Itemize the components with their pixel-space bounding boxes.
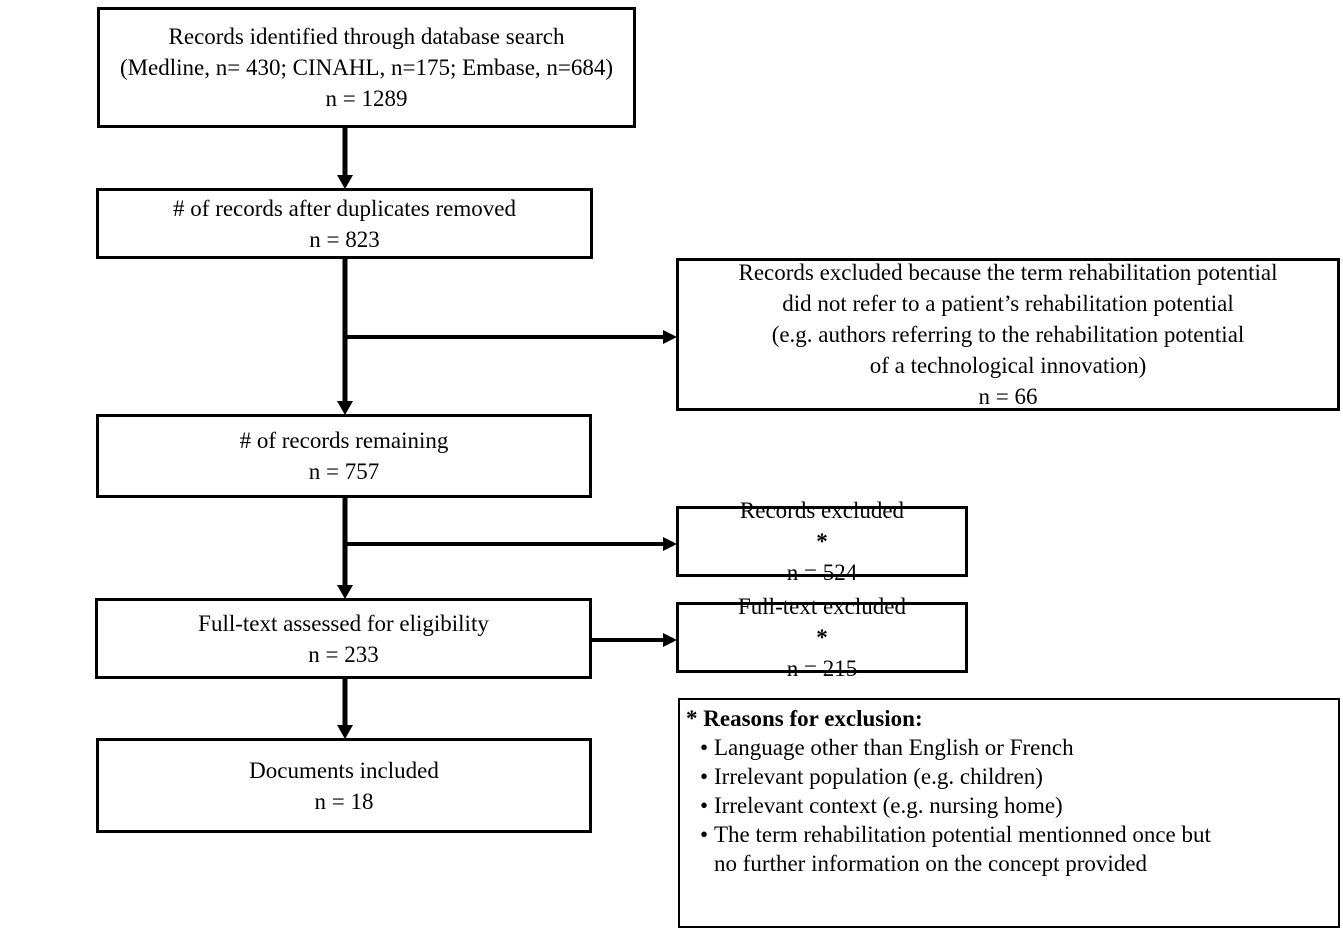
box-excluded-term: Records excluded because the term rehabi… — [676, 258, 1340, 411]
records-remaining-count: n = 757 — [308, 459, 380, 484]
arrowhead-duplicates-to-remaining — [337, 401, 353, 415]
fulltext-excluded-count: n = 215 — [786, 656, 858, 681]
arrowhead-fulltext-excluded — [663, 633, 677, 647]
excluded-term-line3: (e.g. authors referring to the rehabilit… — [771, 322, 1245, 347]
records-excluded-label: Records excluded — [739, 498, 905, 523]
records-identified-count: n = 1289 — [325, 86, 408, 111]
documents-included-count: n = 18 — [314, 788, 374, 814]
reason-text: Irrelevant context (e.g. nursing home) — [714, 793, 1063, 818]
reason-text: Irrelevant population (e.g. children) — [714, 764, 1043, 789]
excluded-term-line1: Records excluded because the term rehabi… — [738, 260, 1278, 285]
reasons-list: Language other than English or French Ir… — [686, 733, 1338, 878]
arrowhead-records-excluded — [663, 537, 677, 551]
box-documents-included: Documents included n = 18 — [96, 738, 592, 833]
records-remaining-title: # of records remaining — [239, 428, 449, 453]
after-duplicates-count: n = 823 — [309, 226, 380, 252]
box-reasons-for-exclusion: * Reasons for exclusion: Language other … — [678, 698, 1340, 928]
after-duplicates-title: # of records after duplicates removed — [173, 195, 516, 221]
box-after-duplicates: # of records after duplicates removed n … — [96, 188, 593, 259]
fulltext-excluded-label: Full-text excluded — [738, 594, 906, 619]
reasons-heading: * Reasons for exclusion: — [686, 706, 923, 731]
arrowhead-identified-to-duplicates — [337, 175, 353, 189]
records-excluded-count: n = 524 — [786, 560, 858, 585]
reason-item: The term rehabilitation potential mentio… — [700, 820, 1338, 878]
arrowhead-remaining-to-fulltext — [337, 585, 353, 599]
fulltext-excluded-marker: * — [816, 625, 828, 650]
reason-item: Irrelevant context (e.g. nursing home) — [700, 791, 1338, 820]
reason-text: Language other than English or French — [714, 735, 1074, 760]
reason-text-continuation: no further information on the concept pr… — [714, 851, 1148, 876]
excluded-term-count: n = 66 — [978, 384, 1038, 409]
excluded-term-line4: of a technological innovation) — [869, 353, 1147, 378]
box-records-remaining: # of records remaining n = 757 — [96, 414, 592, 498]
fulltext-assessed-count: n = 233 — [308, 641, 379, 667]
reason-text: The term rehabilitation potential mentio… — [714, 822, 1211, 847]
box-records-excluded: Records excluded * n = 524 — [676, 498, 968, 585]
box-records-identified: Records identified through database sear… — [97, 7, 636, 128]
records-excluded-marker: * — [816, 529, 828, 554]
box-fulltext-assessed: Full-text assessed for eligibility n = 2… — [95, 598, 592, 679]
box-fulltext-excluded: Full-text excluded * n = 215 — [676, 594, 968, 681]
arrowhead-fulltext-to-included — [337, 725, 353, 739]
reason-item: Language other than English or French — [700, 733, 1338, 762]
reason-item: Irrelevant population (e.g. children) — [700, 762, 1338, 791]
arrowhead-excluded-term — [663, 330, 677, 344]
records-identified-title: Records identified through database sear… — [168, 24, 565, 49]
records-identified-sources: (Medline, n= 430; CINAHL, n=175; Embase,… — [119, 55, 614, 80]
fulltext-assessed-title: Full-text assessed for eligibility — [198, 610, 489, 636]
documents-included-title: Documents included — [249, 757, 439, 783]
excluded-term-line2: did not refer to a patient’s rehabilitat… — [782, 291, 1234, 316]
